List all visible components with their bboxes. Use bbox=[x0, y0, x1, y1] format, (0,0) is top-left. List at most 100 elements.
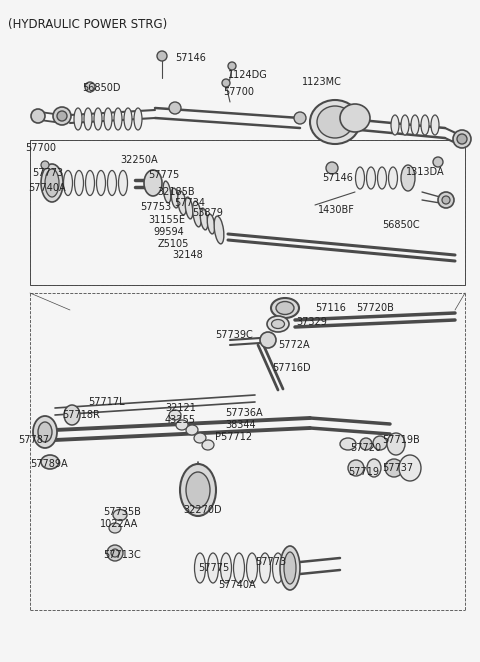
Circle shape bbox=[169, 102, 181, 114]
Circle shape bbox=[41, 161, 49, 169]
Ellipse shape bbox=[280, 546, 300, 590]
Text: 57720B: 57720B bbox=[356, 303, 394, 313]
Text: Z5105: Z5105 bbox=[158, 239, 190, 249]
Ellipse shape bbox=[247, 553, 257, 583]
Ellipse shape bbox=[387, 433, 405, 455]
Text: 1123MC: 1123MC bbox=[302, 77, 342, 87]
Ellipse shape bbox=[411, 115, 419, 135]
Ellipse shape bbox=[367, 167, 375, 189]
Ellipse shape bbox=[207, 214, 215, 234]
Text: 57719: 57719 bbox=[348, 467, 379, 477]
Text: 57740A: 57740A bbox=[28, 183, 66, 193]
Ellipse shape bbox=[74, 171, 84, 195]
Text: 57700: 57700 bbox=[223, 87, 254, 97]
Ellipse shape bbox=[108, 171, 117, 195]
Text: 99594: 99594 bbox=[153, 227, 184, 237]
Ellipse shape bbox=[272, 320, 285, 328]
Ellipse shape bbox=[194, 433, 206, 443]
Text: 57773: 57773 bbox=[32, 168, 63, 178]
Ellipse shape bbox=[202, 440, 214, 450]
Ellipse shape bbox=[401, 115, 409, 135]
Ellipse shape bbox=[163, 181, 171, 203]
Ellipse shape bbox=[220, 553, 231, 583]
Circle shape bbox=[326, 162, 338, 174]
Ellipse shape bbox=[194, 553, 205, 583]
Circle shape bbox=[53, 107, 71, 125]
Ellipse shape bbox=[421, 115, 429, 135]
Ellipse shape bbox=[284, 552, 296, 584]
Text: 57700: 57700 bbox=[25, 143, 56, 153]
Text: 37329: 37329 bbox=[296, 317, 327, 327]
Circle shape bbox=[85, 82, 95, 92]
Circle shape bbox=[438, 192, 454, 208]
Text: P57712: P57712 bbox=[215, 432, 252, 442]
Ellipse shape bbox=[109, 523, 121, 533]
Ellipse shape bbox=[200, 208, 208, 230]
Ellipse shape bbox=[94, 108, 102, 130]
Text: 57737: 57737 bbox=[382, 463, 413, 473]
Text: 57713C: 57713C bbox=[103, 550, 141, 560]
Text: 53879: 53879 bbox=[192, 208, 223, 218]
Ellipse shape bbox=[33, 416, 57, 448]
Ellipse shape bbox=[114, 108, 122, 130]
Ellipse shape bbox=[356, 167, 364, 189]
Text: 1313DA: 1313DA bbox=[406, 167, 444, 177]
Ellipse shape bbox=[144, 170, 162, 196]
Ellipse shape bbox=[176, 420, 188, 430]
Text: 57146: 57146 bbox=[322, 173, 353, 183]
Text: 57787: 57787 bbox=[18, 435, 49, 445]
Circle shape bbox=[433, 157, 443, 167]
Circle shape bbox=[107, 545, 123, 561]
Circle shape bbox=[57, 111, 67, 121]
Circle shape bbox=[111, 549, 119, 557]
Ellipse shape bbox=[271, 298, 299, 318]
Circle shape bbox=[360, 438, 372, 450]
Text: 57739C: 57739C bbox=[215, 330, 253, 340]
Text: 32270D: 32270D bbox=[183, 505, 222, 515]
Circle shape bbox=[385, 459, 403, 477]
Ellipse shape bbox=[45, 169, 59, 197]
Circle shape bbox=[222, 79, 230, 87]
Ellipse shape bbox=[273, 553, 284, 583]
Text: 57775: 57775 bbox=[148, 170, 179, 180]
Ellipse shape bbox=[180, 464, 216, 516]
Text: 57716D: 57716D bbox=[272, 363, 311, 373]
Text: 57717L: 57717L bbox=[88, 397, 125, 407]
Text: 57718R: 57718R bbox=[62, 410, 100, 420]
Text: 1430BF: 1430BF bbox=[318, 205, 355, 215]
Text: 32250A: 32250A bbox=[120, 155, 157, 165]
Ellipse shape bbox=[388, 167, 397, 189]
Ellipse shape bbox=[310, 100, 360, 144]
Ellipse shape bbox=[192, 201, 201, 227]
Circle shape bbox=[228, 62, 236, 70]
Text: 43255: 43255 bbox=[165, 415, 196, 425]
Ellipse shape bbox=[113, 510, 127, 520]
Circle shape bbox=[373, 436, 387, 450]
Text: 32148: 32148 bbox=[172, 250, 203, 260]
Ellipse shape bbox=[260, 553, 271, 583]
Ellipse shape bbox=[340, 438, 356, 450]
Text: 57789A: 57789A bbox=[30, 459, 68, 469]
Ellipse shape bbox=[38, 422, 52, 442]
Ellipse shape bbox=[84, 108, 92, 130]
Ellipse shape bbox=[41, 164, 63, 202]
Text: 57775: 57775 bbox=[198, 563, 229, 573]
Ellipse shape bbox=[178, 191, 186, 215]
Circle shape bbox=[157, 51, 167, 61]
Ellipse shape bbox=[96, 171, 106, 195]
Ellipse shape bbox=[169, 410, 181, 420]
Ellipse shape bbox=[214, 216, 224, 244]
Ellipse shape bbox=[391, 115, 399, 135]
Circle shape bbox=[453, 130, 471, 148]
Ellipse shape bbox=[233, 553, 244, 583]
Ellipse shape bbox=[64, 405, 80, 425]
Ellipse shape bbox=[267, 316, 289, 332]
Text: 32121: 32121 bbox=[165, 403, 196, 413]
Ellipse shape bbox=[317, 106, 353, 138]
Ellipse shape bbox=[260, 332, 276, 348]
Ellipse shape bbox=[399, 455, 421, 481]
Circle shape bbox=[31, 109, 45, 123]
Text: 57773: 57773 bbox=[255, 557, 286, 567]
Ellipse shape bbox=[367, 459, 381, 477]
Text: 56850D: 56850D bbox=[82, 83, 120, 93]
